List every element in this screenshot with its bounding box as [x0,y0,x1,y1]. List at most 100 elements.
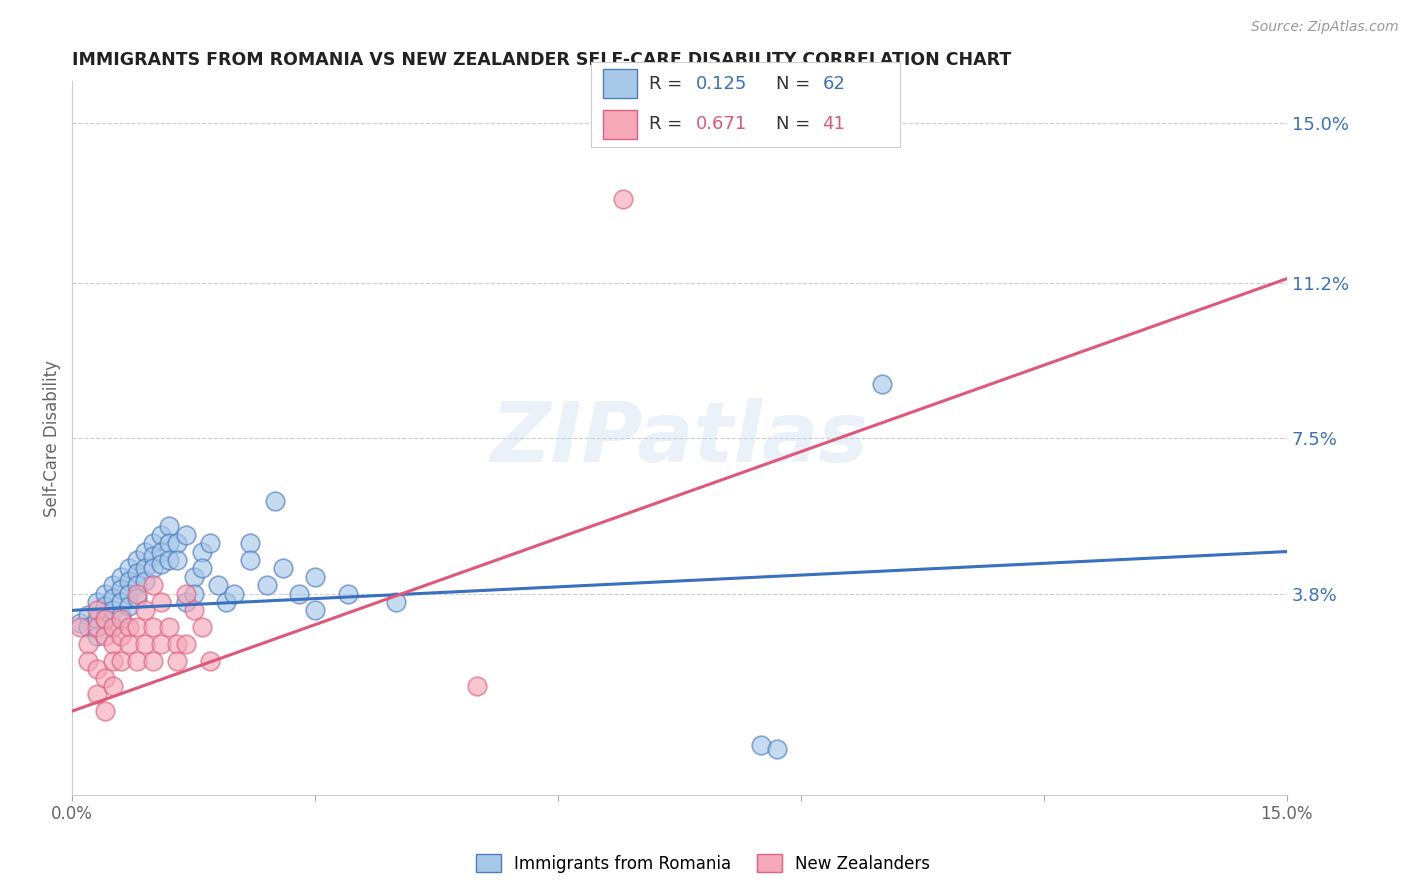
Point [183,570,205,584]
Point [870,376,893,391]
Point [101,578,124,592]
Point [224,586,246,600]
Point [118,620,141,634]
Point [150,544,173,558]
Point [93,671,115,685]
Point [125,566,148,580]
Point [150,595,173,609]
Point [150,557,173,571]
Point [110,607,132,622]
Point [110,654,132,668]
Point [263,494,285,508]
Point [134,561,156,575]
Point [134,603,156,617]
Point [101,620,124,634]
Point [93,599,115,614]
Point [118,586,141,600]
Point [207,578,229,592]
Point [183,586,205,600]
Point [174,586,197,600]
Point [174,595,197,609]
Point [174,528,197,542]
Point [790,125,813,139]
Point [101,654,124,668]
Point [110,570,132,584]
Point [93,612,115,626]
Point [304,570,326,584]
Point [465,679,488,693]
Point [157,620,180,634]
Text: R =: R = [650,75,689,93]
Point [93,586,115,600]
Point [215,595,238,609]
Point [142,578,165,592]
Point [125,578,148,592]
Point [125,654,148,668]
Text: 41: 41 [823,115,845,133]
Point [612,192,634,206]
Point [86,612,108,626]
Point [125,620,148,634]
Text: Source: ZipAtlas.com: Source: ZipAtlas.com [1251,20,1399,34]
Point [385,595,408,609]
Point [86,687,108,701]
Point [166,553,188,567]
Point [86,603,108,617]
Point [304,603,326,617]
Point [101,679,124,693]
Point [69,620,91,634]
Point [125,586,148,600]
Y-axis label: Self-Care Disability: Self-Care Disability [44,359,60,516]
Point [118,637,141,651]
Point [191,561,214,575]
Point [183,603,205,617]
Point [77,654,100,668]
Text: R =: R = [650,115,689,133]
Text: 0.125: 0.125 [696,75,747,93]
Point [142,561,165,575]
Point [134,637,156,651]
Point [198,536,221,550]
Point [150,528,173,542]
Bar [603,110,637,139]
Point [101,591,124,605]
Point [166,536,188,550]
Point [110,595,132,609]
Point [157,553,180,567]
Point [110,612,132,626]
Point [110,582,132,597]
Point [110,628,132,642]
Point [239,536,262,550]
Point [765,742,787,756]
Point [166,654,188,668]
Point [77,637,100,651]
Point [86,620,108,634]
Point [118,561,141,575]
Point [93,704,115,718]
Point [191,544,214,558]
Legend: Immigrants from Romania, New Zealanders: Immigrants from Romania, New Zealanders [470,847,936,880]
Point [150,637,173,651]
Point [271,561,294,575]
Point [134,574,156,588]
Point [198,654,221,668]
Point [101,637,124,651]
Point [166,637,188,651]
Point [142,654,165,668]
Point [157,536,180,550]
Point [77,607,100,622]
Point [93,612,115,626]
Point [239,553,262,567]
Point [134,544,156,558]
Point [174,637,197,651]
Point [191,620,214,634]
Text: IMMIGRANTS FROM ROMANIA VS NEW ZEALANDER SELF-CARE DISABILITY CORRELATION CHART: IMMIGRANTS FROM ROMANIA VS NEW ZEALANDER… [72,51,1011,69]
Point [101,603,124,617]
Point [749,738,772,752]
Text: 62: 62 [823,75,845,93]
Point [288,586,311,600]
Point [118,574,141,588]
Text: ZIPatlas: ZIPatlas [491,398,869,479]
Text: N =: N = [776,115,815,133]
Point [157,519,180,533]
